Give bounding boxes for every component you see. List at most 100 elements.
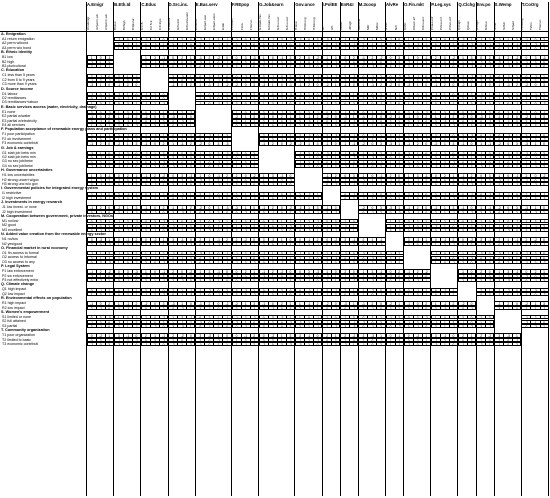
matrix-cell: 3 [258,323,268,329]
matrix-cell: 3 [403,41,413,47]
matrix-cell: -2 [539,259,549,265]
matrix-cell: -1 [159,155,169,160]
matrix-cell: 1 [512,259,522,265]
matrix-cell: 2 [385,305,395,311]
matrix-cell: 0 [322,305,332,311]
matrix-cell: 0 [240,241,250,247]
matrix-cell: -2 [512,159,522,165]
matrix-cell: -1 [177,132,187,138]
matrix-cell: 3 [331,55,341,60]
matrix-cell: 1 [95,64,105,69]
matrix-cell: 2 [258,64,268,69]
matrix-cell: 2 [168,227,178,233]
matrix-cell: 0 [467,77,477,83]
matrix-cell: 1 [458,59,468,65]
matrix-cell: -1 [448,259,458,265]
matrix-cell: 3 [204,45,214,51]
matrix-cell: 2 [285,73,295,79]
column-divider [230,2,232,496]
matrix-cell: -1 [485,64,495,69]
matrix-cell: 3 [240,123,250,128]
matrix-cell: -2 [304,132,314,138]
matrix-cell: 0 [458,118,468,124]
matrix-cell: 0 [285,182,295,187]
matrix-cell: -2 [204,64,214,69]
matrix-cell: -1 [430,59,440,65]
matrix-cell: 0 [439,259,449,265]
matrix-cell: 2 [122,82,132,87]
matrix-cell: 0 [186,114,196,119]
matrix-cell: -1 [313,73,323,79]
matrix-cell: -3 [403,82,413,87]
matrix-cell: -1 [322,91,332,97]
matrix-cell: 2 [322,136,332,142]
matrix-cell: 2 [150,45,160,51]
matrix-cell: 2 [222,291,232,297]
matrix-cell: 0 [458,182,468,187]
matrix-cell: 3 [276,91,286,97]
matrix-cell: 0 [421,82,431,87]
matrix-cell: -1 [485,41,495,47]
matrix-cell: 3 [195,305,205,311]
matrix-cell: 2 [95,77,105,83]
matrix-cell: 0 [131,82,141,87]
matrix-cell: 1 [131,173,141,178]
matrix-cell: 0 [258,96,268,101]
matrix-cell: 1 [358,100,368,106]
matrix-cell: 2 [195,159,205,165]
matrix-cell: -2 [367,96,377,101]
matrix-cell: -1 [294,150,304,156]
matrix-cell: 3 [458,64,468,69]
matrix-cell: 2 [86,241,96,247]
column-subheader: H2strong [302,17,307,30]
matrix-cell: 0 [503,163,513,169]
matrix-cell: 3 [104,342,114,347]
matrix-cell: 1 [485,114,495,119]
matrix-cell: 0 [222,155,232,160]
matrix-cell: 1 [104,159,114,165]
matrix-cell: 1 [485,342,495,347]
matrix-cell: -1 [267,227,277,233]
matrix-cell: 0 [86,259,96,265]
matrix-cell: -2 [331,73,341,79]
matrix-cell: -3 [177,73,187,79]
matrix-cell: 2 [385,118,395,124]
matrix-cell: -1 [349,141,359,146]
matrix-cell: 2 [494,182,504,187]
matrix-cell: 2 [412,77,422,83]
column-subheader: G2stab.min [266,14,271,30]
matrix-cell: -2 [267,118,277,124]
matrix-cell: 2 [349,45,359,51]
row-label: H1 low uncertainties [2,173,35,178]
matrix-cell: 0 [476,291,486,297]
matrix-cell: 1 [186,195,196,201]
matrix-cell: -1 [530,155,540,160]
matrix-cell: 1 [394,114,404,119]
matrix-cell: 0 [421,305,431,311]
matrix-cell: 2 [485,241,495,247]
matrix-cell: 3 [430,305,440,311]
matrix-cell: 1 [177,227,187,233]
matrix-cell: 0 [177,82,187,87]
matrix-cell: -2 [258,59,268,65]
column-subheader: E3part.elect [212,13,217,30]
matrix-cell: 2 [349,37,359,42]
matrix-cell: -2 [322,114,332,119]
matrix-cell: 0 [394,291,404,297]
column-header: B.Eth.Id [114,2,131,7]
matrix-cell: -1 [131,109,141,115]
matrix-cell: 1 [213,64,223,69]
matrix-cell: 2 [358,96,368,101]
matrix-cell: 1 [86,195,96,201]
matrix-cell: 1 [376,136,386,142]
matrix-cell: 2 [494,41,504,47]
matrix-cell: 2 [276,227,286,233]
matrix-cell: 2 [276,37,286,42]
matrix-cell: 2 [439,150,449,156]
matrix-cell: 0 [412,163,422,169]
matrix-cell: -1 [503,118,513,124]
matrix-cell: 0 [213,59,223,65]
matrix-cell: 3 [349,100,359,106]
matrix-cell: 3 [394,159,404,165]
matrix-cell: -1 [322,100,332,106]
